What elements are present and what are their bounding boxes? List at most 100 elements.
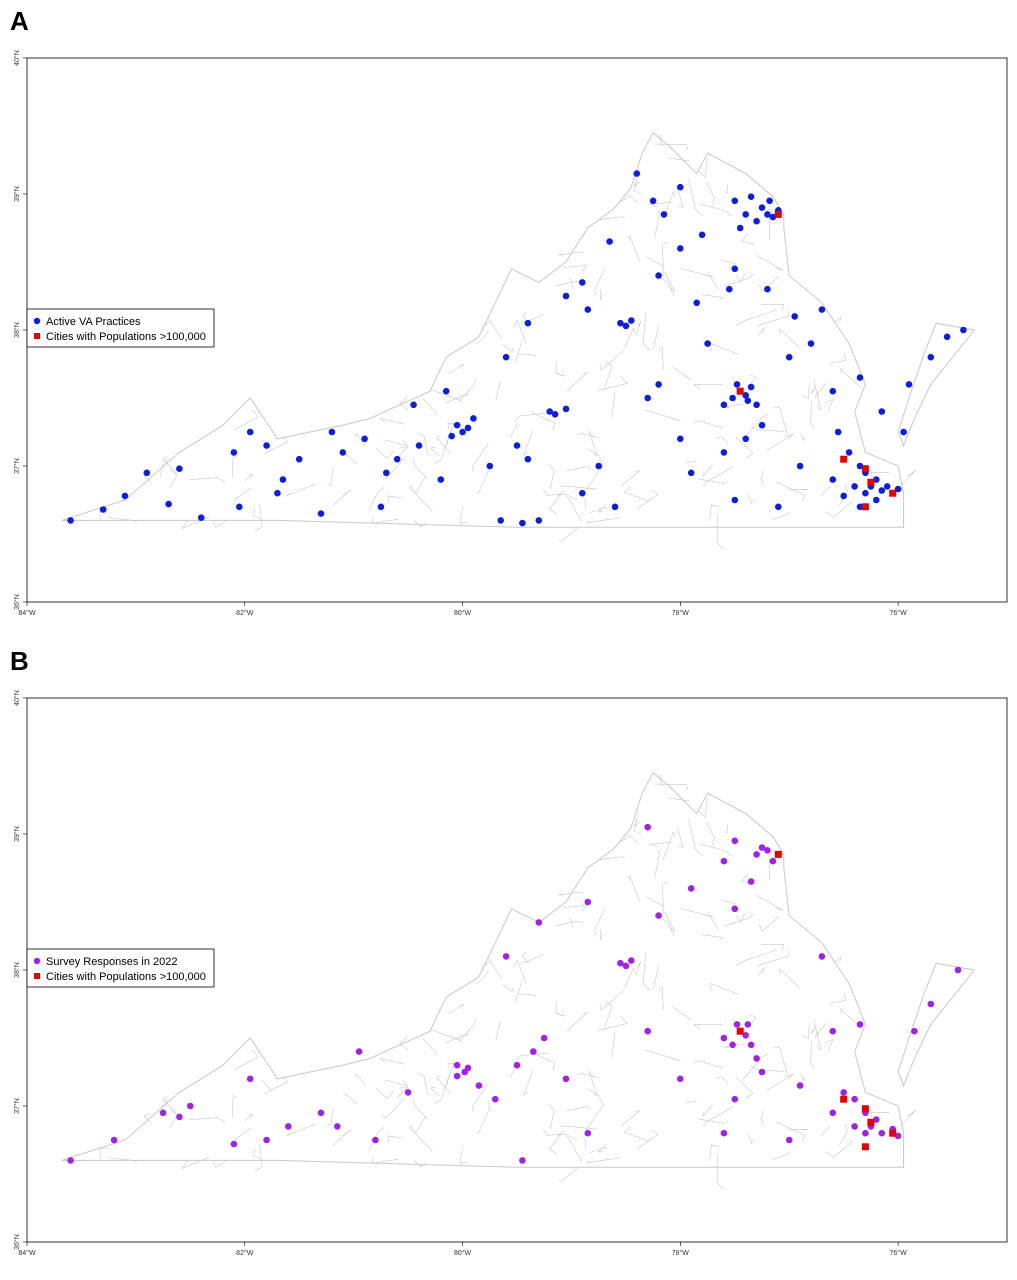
- county-line: [285, 1123, 316, 1137]
- panel-a: A 84°W 82°W 80°W 78°W 76°W 36°N 37°N 38°N 39°N 40…: [10, 6, 1008, 617]
- data-point: [873, 496, 880, 504]
- data-point: [693, 299, 700, 307]
- county-line: [599, 989, 624, 1011]
- data-point: [655, 381, 662, 388]
- county-line: [757, 310, 790, 327]
- county-line: [253, 1147, 261, 1160]
- data-point: [633, 170, 641, 177]
- county-line: [633, 180, 642, 195]
- data-point: [943, 333, 951, 341]
- county-line: [813, 382, 827, 399]
- legend-label: Cities with Populations >100,000: [46, 971, 206, 983]
- county-line: [263, 1077, 289, 1094]
- county-line: [761, 943, 784, 951]
- data-point: [475, 1082, 483, 1089]
- county-line: [693, 1060, 724, 1069]
- county-line: [707, 272, 720, 291]
- county-line: [253, 507, 261, 520]
- data-point: [584, 898, 592, 906]
- county-line: [649, 201, 673, 208]
- county-line: [636, 961, 642, 973]
- data-point: [791, 313, 798, 320]
- county-line: [636, 321, 642, 333]
- data-point: [851, 1095, 858, 1103]
- county-line: [799, 432, 806, 441]
- county-line: [413, 1160, 427, 1168]
- county-line: [829, 992, 847, 1004]
- x-tick-label: 84°W: [18, 1249, 36, 1257]
- data-point: [285, 1123, 292, 1130]
- county-line: [787, 489, 809, 491]
- data-point: [720, 1129, 728, 1137]
- county-line: [735, 1076, 754, 1099]
- legend-marker: [34, 973, 40, 979]
- y-tick-label: 36°N: [13, 1234, 21, 1250]
- data-point: [764, 847, 771, 854]
- data-point: [415, 442, 423, 449]
- data-point: [535, 517, 543, 524]
- data-point: [448, 432, 456, 440]
- county-line: [162, 455, 178, 474]
- data-point: [464, 424, 472, 432]
- county-line: [900, 470, 917, 486]
- county-line: [634, 173, 641, 189]
- county-line: [431, 389, 464, 404]
- data-point: [67, 517, 74, 524]
- data-point: [393, 455, 401, 463]
- county-line: [495, 1021, 501, 1041]
- data-point: [954, 966, 962, 974]
- city-marker: [861, 1105, 869, 1113]
- data-point: [611, 503, 619, 511]
- county-line: [707, 912, 720, 931]
- data-point: [731, 265, 739, 273]
- data-point: [729, 1041, 736, 1049]
- county-line: [724, 913, 754, 927]
- county-line: [642, 312, 651, 351]
- county-line: [436, 435, 452, 454]
- county-line: [824, 1038, 834, 1052]
- data-point: [279, 476, 287, 483]
- legend-marker: [33, 957, 41, 965]
- county-line: [801, 383, 810, 400]
- data-point: [818, 953, 826, 960]
- county-line: [458, 1019, 477, 1042]
- county-line: [599, 928, 604, 940]
- county-line: [471, 1083, 489, 1112]
- county-line: [588, 430, 598, 456]
- eastern-shore-outline: [897, 962, 976, 1087]
- county-line: [433, 1071, 451, 1104]
- data-point: [339, 449, 347, 456]
- county-line: [476, 330, 489, 344]
- x-tick-label: 78°W: [672, 609, 690, 617]
- county-line: [429, 446, 441, 457]
- data-point: [437, 476, 445, 483]
- county-line: [757, 327, 765, 337]
- data-point: [595, 462, 602, 470]
- county-line: [387, 495, 403, 503]
- data-point: [834, 428, 842, 436]
- points-cities: [736, 850, 897, 1151]
- county-line: [512, 319, 527, 344]
- county-line: [520, 953, 544, 964]
- county-line: [624, 968, 638, 989]
- data-point: [829, 387, 837, 395]
- county-line: [433, 431, 451, 464]
- county-line: [399, 1036, 409, 1051]
- county-line: [775, 1121, 806, 1142]
- county-line: [758, 275, 780, 292]
- county-line: [825, 1140, 854, 1158]
- county-line: [594, 267, 606, 298]
- data-point: [894, 485, 902, 493]
- county-line: [649, 841, 673, 848]
- county-line: [750, 425, 785, 432]
- data-point: [317, 1109, 325, 1117]
- data-point: [655, 272, 662, 279]
- city-marker: [736, 387, 744, 395]
- county-line: [522, 951, 529, 964]
- data-point: [246, 1075, 254, 1083]
- county-line: [597, 504, 606, 513]
- data-point: [524, 319, 532, 327]
- county-line: [515, 982, 522, 1002]
- data-point: [442, 387, 450, 395]
- county-line: [603, 361, 613, 390]
